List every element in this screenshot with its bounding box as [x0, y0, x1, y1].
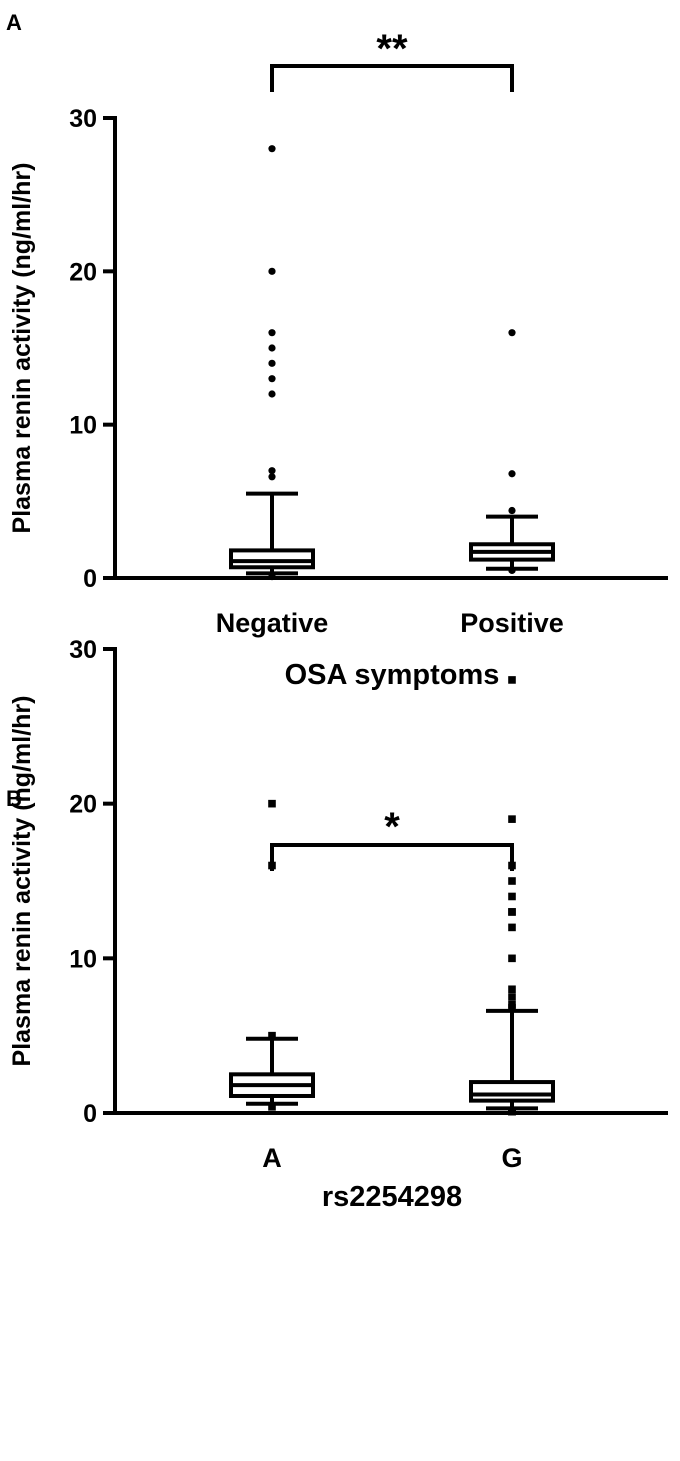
significance-bracket — [270, 843, 514, 871]
chart-panel-b: B 0 10 20 30 Plasma renin activity (ng/ml/hr)… — [6, 636, 668, 1213]
y-tick-label: 10 — [69, 412, 97, 440]
box-positive — [469, 329, 555, 574]
outlier-point — [268, 267, 276, 275]
panel-label: B — [6, 786, 22, 811]
x-tick-label: Negative — [216, 608, 329, 638]
box-iqr — [229, 548, 315, 570]
y-tick-label: 30 — [69, 105, 97, 133]
panel-label: A — [6, 10, 22, 35]
outlier-point — [268, 1103, 276, 1111]
outlier-point — [508, 470, 516, 478]
outlier-point — [508, 506, 516, 515]
outlier-point — [268, 1031, 276, 1040]
x-tick-label: Positive — [460, 608, 564, 638]
y-tick-label: 10 — [69, 945, 97, 973]
box-iqr — [469, 1080, 555, 1103]
x-tick-label: G — [501, 1143, 522, 1173]
outlier-point — [508, 892, 516, 901]
y-axis-title: Plasma renin activity (ng/ml/hr) — [8, 163, 36, 534]
outlier-point — [268, 473, 276, 481]
outlier-point — [508, 1107, 516, 1116]
chart-panel-a: A 0 10 20 30 Plasma renin activity (ng/ml/hr)… — [6, 10, 668, 691]
outlier-point — [268, 344, 276, 352]
outlier-point — [508, 877, 516, 885]
y-axis-title: Plasma renin activity (ng/ml/hr) — [8, 696, 36, 1067]
x-axis-title: OSA symptoms — [285, 659, 500, 691]
box-negative — [229, 145, 315, 581]
outlier-point — [268, 799, 276, 808]
y-tick-label: 30 — [69, 636, 97, 664]
y-tick-label: 20 — [69, 791, 97, 819]
outlier-point — [508, 993, 516, 1001]
x-axis-title: rs2254298 — [322, 1181, 462, 1213]
significance-label: ** — [376, 27, 408, 71]
significance-label: * — [384, 805, 400, 849]
outlier-point — [268, 861, 276, 870]
outlier-point — [508, 908, 516, 916]
outlier-point — [268, 329, 276, 337]
x-tick-label: A — [262, 1143, 282, 1173]
outlier-point — [508, 676, 516, 684]
significance-bracket — [270, 64, 514, 92]
outlier-point — [268, 467, 276, 475]
outlier-point — [508, 923, 516, 932]
outlier-point — [508, 985, 516, 994]
outlier-point — [508, 329, 516, 337]
outlier-point — [508, 954, 516, 963]
y-tick-label: 0 — [83, 565, 97, 593]
outlier-point — [508, 815, 516, 823]
box-g — [469, 676, 555, 1116]
outlier-point — [268, 359, 276, 367]
box-a — [229, 799, 315, 1111]
outlier-point — [268, 390, 276, 398]
outlier-point — [508, 861, 516, 870]
outlier-point — [268, 375, 276, 383]
y-tick-label: 20 — [69, 258, 97, 286]
y-tick-label: 0 — [83, 1100, 97, 1128]
outlier-point — [508, 1004, 516, 1012]
outlier-point — [268, 145, 276, 153]
